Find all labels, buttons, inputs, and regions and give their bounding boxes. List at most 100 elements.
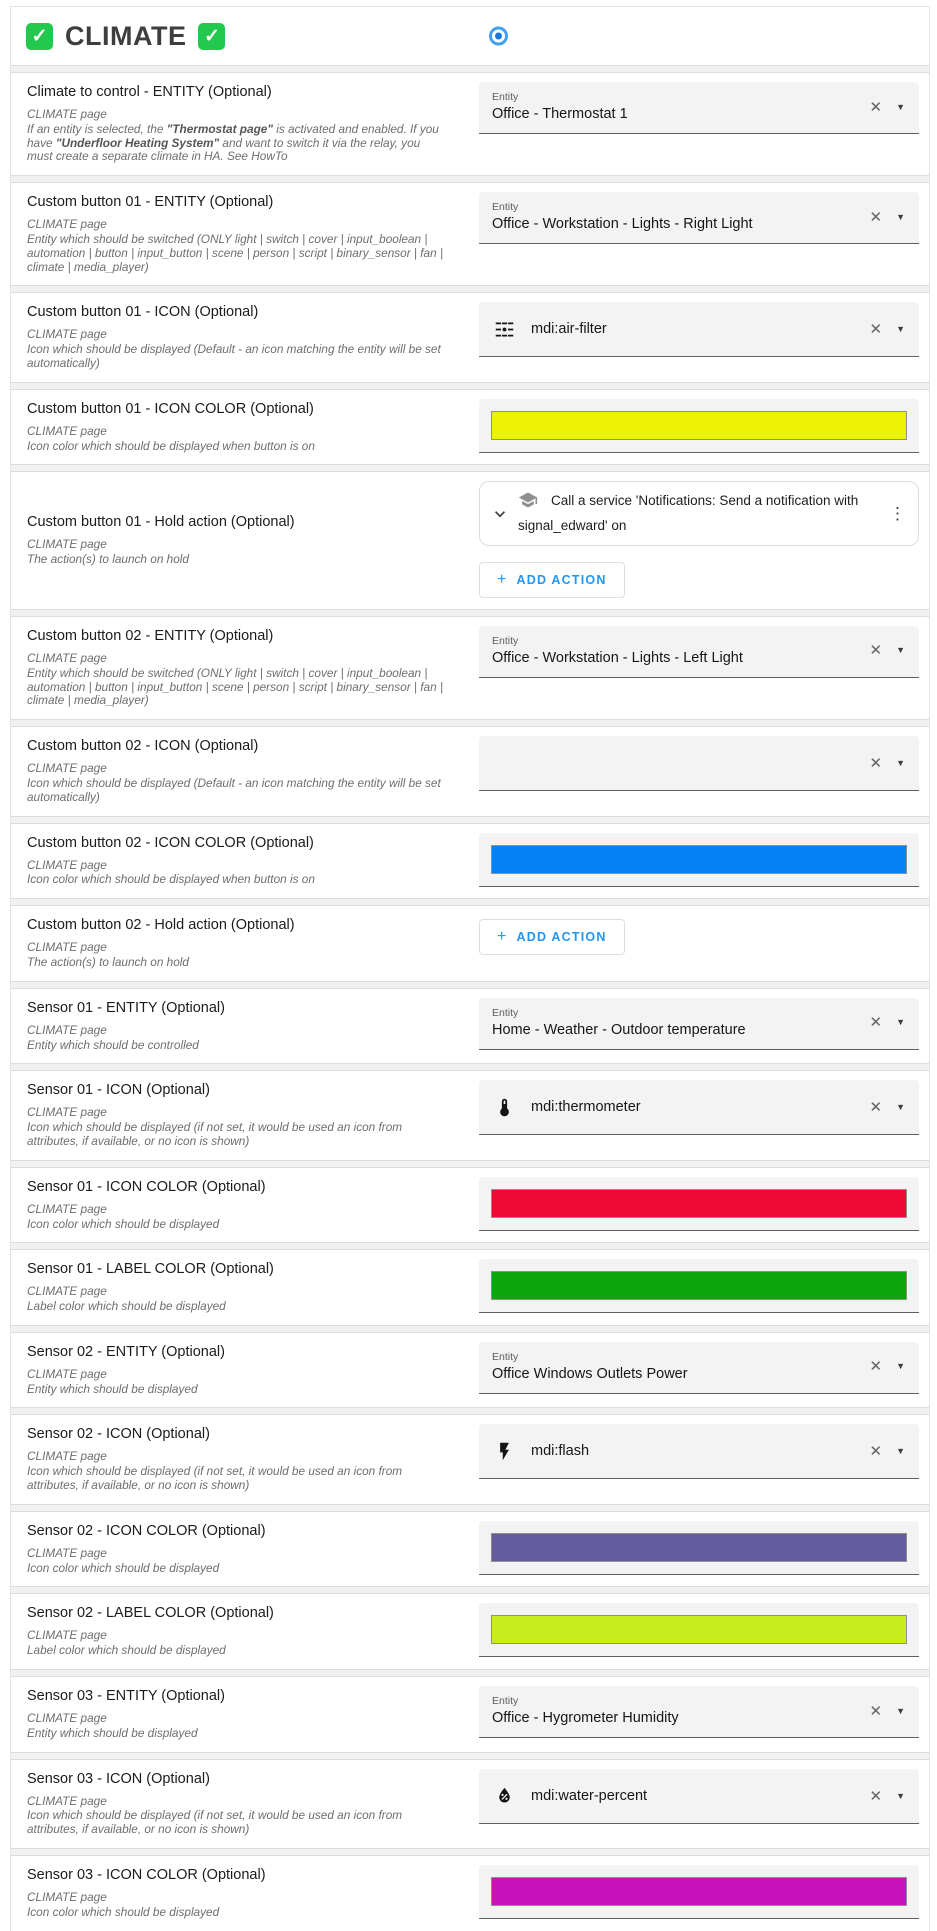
plus-icon: + xyxy=(497,928,508,946)
selected-radio-button[interactable] xyxy=(489,26,508,46)
field-label: Entity xyxy=(492,1350,519,1363)
clear-icon[interactable]: ✕ xyxy=(869,1443,883,1461)
row-control-block: mdi:thermometer ✕ ▼ xyxy=(479,1080,929,1148)
dropdown-caret-icon[interactable]: ▼ xyxy=(896,1705,905,1716)
color-swatch[interactable] xyxy=(491,1877,907,1907)
clear-icon[interactable]: ✕ xyxy=(869,321,883,339)
entity-picker-field[interactable]: Entity Office Windows Outlets Power ✕ ▼ xyxy=(479,1341,919,1394)
entity-value: Office - Hygrometer Humidity xyxy=(492,1710,679,1727)
color-swatch[interactable] xyxy=(491,410,907,440)
icon-picker-field[interactable]: mdi:flash ✕ ▼ xyxy=(479,1424,919,1480)
row-control-block: Entity Office - Workstation - Lights - R… xyxy=(479,192,929,274)
add-action-label: ADD ACTION xyxy=(516,930,607,945)
row-description: CLIMATE page Icon color which should be … xyxy=(27,1202,449,1232)
config-row: Custom button 02 - ICON (Optional) CLIMA… xyxy=(11,727,929,816)
dropdown-caret-icon[interactable]: ▼ xyxy=(896,211,905,222)
check-mark-icon: ✓ xyxy=(198,22,226,50)
field-label: Entity xyxy=(492,634,519,647)
color-picker-field[interactable] xyxy=(479,398,919,453)
dropdown-caret-icon[interactable]: ▼ xyxy=(896,1790,905,1801)
row-description: CLIMATE page Entity which should be cont… xyxy=(27,1023,449,1053)
row-control-block xyxy=(479,1176,929,1232)
dropdown-caret-icon[interactable]: ▼ xyxy=(896,324,905,335)
more-options-icon[interactable]: ⋮ xyxy=(889,504,906,524)
dropdown-caret-icon[interactable]: ▼ xyxy=(896,645,905,656)
entity-picker-field[interactable]: Entity Office - Workstation - Lights - L… xyxy=(479,625,919,678)
icon-picker-field[interactable]: mdi:thermometer ✕ ▼ xyxy=(479,1080,919,1136)
row-control-block: Entity Office Windows Outlets Power ✕ ▼ xyxy=(479,1341,929,1397)
icon-picker-field[interactable]: mdi:water-percent ✕ ▼ xyxy=(479,1768,919,1824)
clear-icon[interactable]: ✕ xyxy=(869,1014,883,1032)
color-picker-field[interactable] xyxy=(479,1865,919,1920)
icon-picker-field[interactable]: mdi:air-filter ✕ ▼ xyxy=(479,302,919,358)
row-title: Sensor 02 - LABEL COLOR (Optional) xyxy=(27,1605,274,1622)
row-title: Sensor 01 - ICON COLOR (Optional) xyxy=(27,1178,266,1195)
add-action-button[interactable]: + ADD ACTION xyxy=(479,919,625,956)
dropdown-caret-icon[interactable]: ▼ xyxy=(896,1361,905,1372)
chevron-down-icon[interactable] xyxy=(490,504,510,524)
entity-picker-field[interactable]: Entity Office - Hygrometer Humidity ✕ ▼ xyxy=(479,1686,919,1739)
page-header: ✓ CLIMATE ✓ xyxy=(11,7,929,65)
color-swatch[interactable] xyxy=(491,1615,907,1645)
dropdown-caret-icon[interactable]: ▼ xyxy=(896,101,905,112)
field-text: Entity Office - Workstation - Lights - R… xyxy=(479,201,753,232)
row-description-block: Sensor 03 - ENTITY (Optional) CLIMATE pa… xyxy=(11,1686,479,1741)
clear-icon[interactable]: ✕ xyxy=(869,208,883,226)
actions-control: + ADD ACTION xyxy=(479,915,919,956)
color-picker-field[interactable] xyxy=(479,1603,919,1658)
field-text: Entity Office Windows Outlets Power xyxy=(479,1351,688,1382)
config-row: Sensor 01 - LABEL COLOR (Optional) CLIMA… xyxy=(11,1250,929,1325)
entity-picker-field[interactable]: Entity Home - Weather - Outdoor temperat… xyxy=(479,997,919,1050)
action-card[interactable]: Call a service 'Notifications: Send a no… xyxy=(479,481,919,546)
description-text: The action(s) to launch on hold xyxy=(27,954,189,969)
clear-icon[interactable]: ✕ xyxy=(869,1358,883,1376)
clear-icon[interactable]: ✕ xyxy=(869,98,883,116)
row-control-block xyxy=(479,1520,929,1576)
config-row: Sensor 01 - ICON COLOR (Optional) CLIMAT… xyxy=(11,1167,929,1243)
clear-icon[interactable]: ✕ xyxy=(869,1702,883,1720)
page-label: CLIMATE page xyxy=(27,1366,107,1381)
field-text: Entity Office - Hygrometer Humidity xyxy=(479,1695,679,1726)
dropdown-caret-icon[interactable]: ▼ xyxy=(896,1102,905,1113)
color-picker-field[interactable] xyxy=(479,832,919,887)
page-label: CLIMATE page xyxy=(27,940,107,955)
description-text: The action(s) to launch on hold xyxy=(27,552,189,567)
row-description: CLIMATE page Icon color which should be … xyxy=(27,857,449,888)
color-swatch[interactable] xyxy=(491,1188,907,1218)
row-description: CLIMATE page Icon which should be displa… xyxy=(27,1450,449,1492)
clear-icon[interactable]: ✕ xyxy=(869,1099,883,1117)
entity-picker-field[interactable]: Entity Office - Thermostat 1 ✕ ▼ xyxy=(479,82,919,134)
description-text: Icon color which should be displayed xyxy=(27,1216,220,1231)
row-description: CLIMATE page Label color which should be… xyxy=(27,1629,449,1658)
row-title: Sensor 02 - ENTITY (Optional) xyxy=(27,1343,225,1360)
icon-value: mdi:air-filter xyxy=(531,321,607,338)
color-swatch[interactable] xyxy=(491,844,907,874)
row-title: Sensor 02 - ICON COLOR (Optional) xyxy=(27,1522,266,1539)
color-picker-field[interactable] xyxy=(479,1259,919,1314)
page-label: CLIMATE page xyxy=(27,1545,107,1560)
dropdown-caret-icon[interactable]: ▼ xyxy=(896,1446,905,1457)
dropdown-caret-icon[interactable]: ▼ xyxy=(896,758,905,769)
clear-icon[interactable]: ✕ xyxy=(869,642,883,660)
color-picker-field[interactable] xyxy=(479,1520,919,1575)
description-text: Label color which should be displayed xyxy=(27,1643,226,1658)
flash-icon xyxy=(494,1441,515,1462)
color-picker-field[interactable] xyxy=(479,1176,919,1231)
entity-picker-field[interactable]: Entity Office - Workstation - Lights - R… xyxy=(479,192,919,245)
clear-icon[interactable]: ✕ xyxy=(869,755,883,773)
page-label: CLIMATE page xyxy=(27,1105,107,1120)
row-title: Sensor 01 - ENTITY (Optional) xyxy=(27,999,225,1016)
entity-value: Office Windows Outlets Power xyxy=(492,1365,688,1382)
icon-picker-field[interactable]: ✕ ▼ xyxy=(479,736,919,792)
description-text: If an entity is selected, the "Thermosta… xyxy=(27,121,439,164)
add-action-button[interactable]: + ADD ACTION xyxy=(479,561,625,598)
row-description-block: Custom button 02 - Hold action (Optional… xyxy=(11,915,479,970)
clear-icon[interactable]: ✕ xyxy=(869,1787,883,1805)
row-description: CLIMATE page The action(s) to launch on … xyxy=(27,538,449,567)
entity-value: Home - Weather - Outdoor temperature xyxy=(492,1021,746,1038)
field-label: Entity xyxy=(492,201,519,214)
color-swatch[interactable] xyxy=(491,1532,907,1562)
color-swatch[interactable] xyxy=(491,1271,907,1301)
dropdown-caret-icon[interactable]: ▼ xyxy=(896,1017,905,1028)
page-label: CLIMATE page xyxy=(27,857,107,872)
